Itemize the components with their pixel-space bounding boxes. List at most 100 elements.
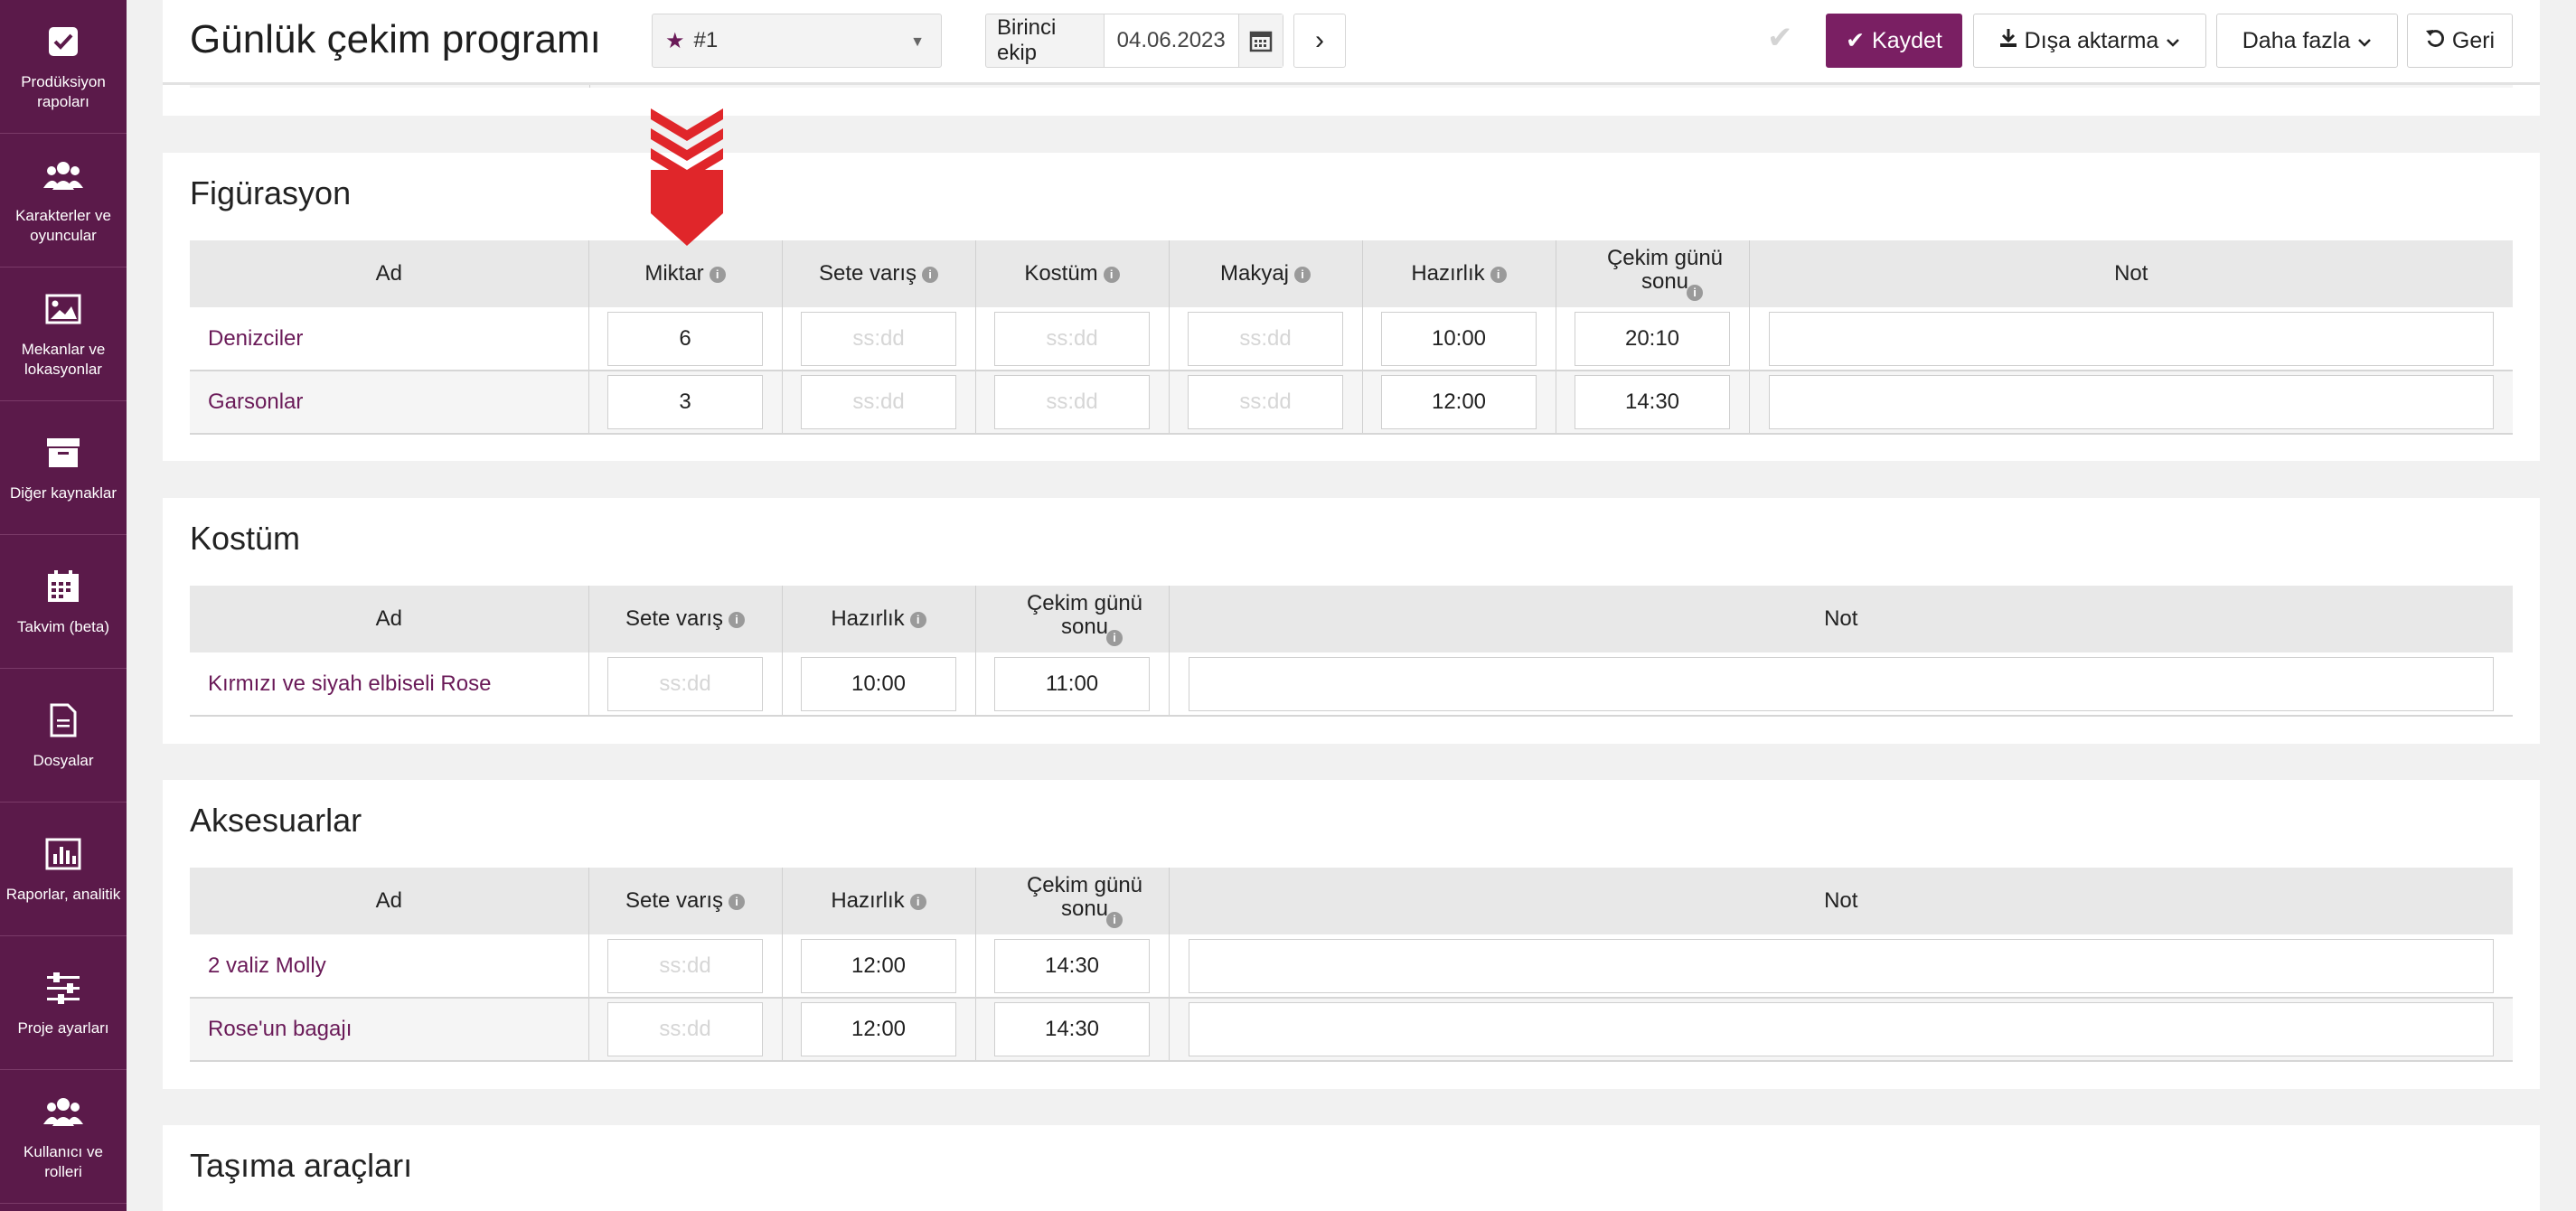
download-icon bbox=[1999, 28, 2017, 54]
episode-select[interactable]: ★ #1 ▼ bbox=[652, 14, 942, 68]
table-row: Garsonlar 3 ss:dd ss:dd ss:dd 12:00 14:3… bbox=[190, 371, 2513, 435]
date-input[interactable]: 04.06.2023 bbox=[1103, 14, 1238, 67]
prep-time-input[interactable]: 12:00 bbox=[1381, 375, 1537, 429]
column-header: Sete varış i bbox=[588, 586, 783, 652]
arrival-time-input[interactable]: ss:dd bbox=[801, 311, 956, 366]
end-time-input[interactable]: 11:00 bbox=[994, 656, 1150, 711]
table-row: 2 valiz Molly ss:dd 12:00 14:30 bbox=[190, 934, 2513, 999]
sidebar-item-calendar[interactable]: Takvim (beta) bbox=[0, 535, 127, 669]
more-button[interactable]: Daha fazla bbox=[2216, 14, 2398, 68]
sidebar-item-reports[interactable]: Raporlar, analitik bbox=[0, 803, 127, 936]
sidebar-item-label: Proje ayarları bbox=[17, 1019, 109, 1037]
section-title: Taşıma araçları bbox=[190, 1147, 413, 1184]
info-icon[interactable]: i bbox=[1106, 630, 1123, 647]
costume-time-input[interactable]: ss:dd bbox=[994, 311, 1150, 366]
costume-section: Kostüm Ad Sete varış i Hazırlık i Çekim gü… bbox=[163, 498, 2540, 744]
info-icon[interactable]: i bbox=[1490, 266, 1507, 283]
makeup-time-input[interactable]: ss:dd bbox=[1188, 311, 1343, 366]
sidebar-item-locations[interactable]: Mekanlar ve lokasyonlar bbox=[0, 268, 127, 401]
arrival-time-input[interactable]: ss:dd bbox=[607, 1002, 763, 1056]
row-name-link[interactable]: Kırmızı ve siyah elbiseli Rose bbox=[190, 652, 589, 717]
prep-time-input[interactable]: 10:00 bbox=[1381, 311, 1537, 366]
table-header-row: Ad Sete varış i Hazırlık i Çekim günü sonu… bbox=[190, 586, 2513, 652]
sidebar-item-label: Mekanlar ve lokasyonlar bbox=[21, 340, 106, 378]
row-name-link[interactable]: Rose'un bagajı bbox=[190, 998, 589, 1062]
sidebar-item-label: Takvim (beta) bbox=[16, 617, 110, 635]
amount-input[interactable]: 3 bbox=[607, 375, 763, 429]
column-header: Not bbox=[1749, 240, 2513, 307]
end-time-input[interactable]: 20:10 bbox=[1575, 311, 1730, 366]
row-name-link[interactable]: Garsonlar bbox=[190, 371, 589, 435]
info-icon[interactable]: i bbox=[729, 611, 746, 628]
prep-time-input[interactable]: 12:00 bbox=[801, 1002, 956, 1056]
makeup-time-input[interactable]: ss:dd bbox=[1188, 375, 1343, 429]
column-header: Ad bbox=[190, 868, 589, 934]
sidebar-item-production-reports[interactable]: Prodüksiyon rapoları bbox=[0, 0, 127, 134]
end-time-input[interactable]: 14:30 bbox=[994, 1002, 1150, 1056]
info-icon[interactable]: i bbox=[909, 611, 926, 628]
figuration-section: Figürasyon Ad Miktar i Sete varış i Kostüm… bbox=[163, 153, 2540, 461]
users-icon bbox=[43, 155, 83, 195]
info-icon[interactable]: i bbox=[922, 266, 939, 283]
unit-label: Birinci ekip bbox=[997, 15, 1057, 65]
prep-time-input[interactable]: 10:00 bbox=[801, 656, 956, 711]
sidebar-item-label: Karakterler ve oyuncular bbox=[15, 206, 111, 244]
column-header: Ad bbox=[190, 586, 589, 652]
end-time-input[interactable]: 14:30 bbox=[994, 938, 1150, 993]
image-icon bbox=[43, 289, 83, 329]
undo-icon bbox=[2425, 28, 2445, 54]
amount-input[interactable]: 6 bbox=[607, 311, 763, 366]
column-header: Not bbox=[1169, 586, 2513, 652]
users-icon bbox=[43, 1092, 83, 1131]
costume-time-input[interactable]: ss:dd bbox=[994, 375, 1150, 429]
sidebar-item-label: Dosyalar bbox=[33, 751, 94, 769]
sidebar-item-project-settings[interactable]: Proje ayarları bbox=[0, 936, 127, 1070]
column-header: Miktar i bbox=[588, 240, 783, 307]
column-header: Ad bbox=[190, 240, 589, 307]
sidebar-item-users-roles[interactable]: Kullanıcı ve rolleri bbox=[0, 1070, 127, 1204]
info-icon[interactable]: i bbox=[1106, 912, 1123, 929]
info-icon[interactable]: i bbox=[709, 266, 726, 283]
info-icon[interactable]: i bbox=[729, 893, 746, 910]
arrival-time-input[interactable]: ss:dd bbox=[607, 656, 763, 711]
note-input[interactable] bbox=[1188, 656, 2494, 711]
note-input[interactable] bbox=[1188, 938, 2494, 993]
arrival-time-input[interactable]: ss:dd bbox=[801, 375, 956, 429]
back-button[interactable]: Geri bbox=[2407, 14, 2513, 68]
sidebar-item-files[interactable]: Dosyalar bbox=[0, 669, 127, 803]
calendar-icon[interactable] bbox=[1237, 14, 1283, 67]
note-input[interactable] bbox=[1768, 375, 2494, 429]
end-time-input[interactable]: 14:30 bbox=[1575, 375, 1730, 429]
costume-table: Ad Sete varış i Hazırlık i Çekim günü sonu… bbox=[190, 586, 2513, 717]
column-header: Sete varış i bbox=[588, 868, 783, 934]
prep-time-input[interactable]: 12:00 bbox=[801, 938, 956, 993]
export-button[interactable]: Dışa aktarma bbox=[1973, 14, 2206, 68]
column-header: Çekim günü sonu i bbox=[975, 586, 1170, 652]
unit-date-picker: Birinci ekip 04.06.2023 bbox=[985, 14, 1283, 68]
next-day-button[interactable]: › bbox=[1293, 14, 1346, 68]
sidebar-item-label: Kullanıcı ve rolleri bbox=[24, 1142, 103, 1180]
sidebar-item-characters[interactable]: Karakterler ve oyuncular bbox=[0, 134, 127, 268]
check-icon: ✔ bbox=[1767, 21, 1793, 55]
row-name-link[interactable]: 2 valiz Molly bbox=[190, 934, 589, 999]
column-header: Çekim günü sonu i bbox=[975, 868, 1170, 934]
export-button-label: Dışa aktarma bbox=[2024, 27, 2159, 53]
note-input[interactable] bbox=[1768, 311, 2494, 366]
info-icon[interactable]: i bbox=[1294, 266, 1312, 283]
chevron-right-icon: › bbox=[1315, 25, 1324, 55]
row-name-link[interactable]: Denizciler bbox=[190, 307, 589, 371]
info-icon[interactable]: i bbox=[1687, 285, 1703, 302]
check-icon: ✔ bbox=[1846, 28, 1866, 53]
vehicles-section: Taşıma araçları bbox=[163, 1125, 2540, 1211]
arrival-time-input[interactable]: ss:dd bbox=[607, 938, 763, 993]
sidebar: Prodüksiyon rapoları Karakterler ve oyun… bbox=[0, 0, 127, 1211]
info-icon[interactable]: i bbox=[909, 893, 926, 910]
save-button-label: Kaydet bbox=[1872, 27, 1942, 53]
star-icon: ★ bbox=[665, 28, 685, 53]
info-icon[interactable]: i bbox=[1103, 266, 1120, 283]
sidebar-item-other-resources[interactable]: Diğer kaynaklar bbox=[0, 401, 127, 535]
note-input[interactable] bbox=[1188, 1002, 2494, 1056]
table-row: Denizciler 6 ss:dd ss:dd ss:dd 10:00 20:… bbox=[190, 307, 2513, 371]
archive-icon bbox=[43, 433, 83, 473]
save-button[interactable]: ✔ Kaydet bbox=[1826, 14, 1962, 68]
